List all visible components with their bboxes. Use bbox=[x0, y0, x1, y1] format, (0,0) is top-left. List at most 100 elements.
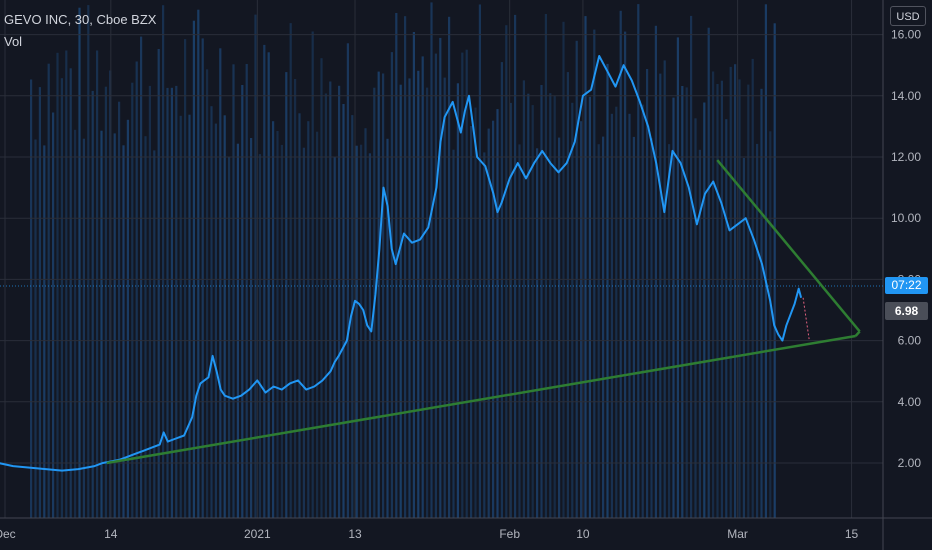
volume-bar bbox=[118, 101, 121, 518]
volume-bar bbox=[320, 58, 323, 518]
volume-bar bbox=[294, 79, 297, 518]
volume-bar bbox=[650, 138, 653, 518]
volume-bar bbox=[170, 87, 173, 519]
volume-bar bbox=[716, 84, 719, 518]
volume-bar bbox=[531, 105, 534, 518]
volume-bar bbox=[245, 64, 248, 518]
volume-bar bbox=[144, 136, 147, 518]
volume-bar bbox=[426, 87, 429, 518]
volume-bar bbox=[228, 156, 231, 518]
volume-bar bbox=[267, 52, 270, 519]
volume-bar bbox=[91, 90, 94, 519]
volume-bar bbox=[632, 136, 635, 518]
volume-bar bbox=[104, 86, 107, 518]
volume-bar bbox=[742, 158, 745, 518]
volume-bar bbox=[641, 104, 644, 518]
volume-bar bbox=[351, 115, 354, 518]
volume-bar bbox=[668, 144, 671, 518]
volume-bar bbox=[162, 5, 165, 518]
volume-bar bbox=[333, 156, 336, 518]
volume-bar bbox=[223, 115, 226, 519]
volume-bar bbox=[272, 121, 275, 518]
volume-bar bbox=[52, 112, 55, 518]
volume-bar bbox=[514, 14, 517, 519]
volume-bar bbox=[738, 79, 741, 519]
x-tick-label: 14 bbox=[104, 527, 118, 541]
volume-bar bbox=[751, 58, 754, 519]
volume-bar bbox=[487, 128, 490, 518]
y-tick-label: 6.00 bbox=[898, 334, 922, 348]
volume-bar bbox=[87, 5, 90, 519]
volume-bar bbox=[747, 84, 750, 518]
volume-bar bbox=[712, 71, 715, 518]
volume-bar bbox=[302, 147, 305, 518]
volume-bar bbox=[553, 95, 556, 518]
volume-bar bbox=[324, 93, 327, 518]
volume-bar bbox=[346, 43, 349, 519]
support-trendline bbox=[106, 334, 856, 465]
volume-bar bbox=[382, 73, 385, 518]
volume-bar bbox=[769, 131, 772, 519]
volume-bar bbox=[571, 102, 574, 519]
volume-bar bbox=[756, 143, 759, 518]
volume-bar bbox=[241, 85, 244, 518]
projection-pointer-line bbox=[802, 297, 810, 340]
volume-bar bbox=[377, 71, 380, 518]
volume-bar bbox=[474, 107, 477, 518]
volume-bar bbox=[439, 37, 442, 519]
volume-bar bbox=[703, 102, 706, 518]
volume-bar bbox=[65, 50, 68, 518]
y-tick-label: 14.00 bbox=[891, 89, 921, 103]
volume-bar bbox=[698, 149, 701, 519]
volume-bar bbox=[610, 113, 613, 519]
volume-bar bbox=[637, 4, 640, 519]
volume-bar bbox=[408, 78, 411, 519]
volume-bar bbox=[443, 77, 446, 518]
volume-bar bbox=[38, 87, 41, 518]
volume-bar bbox=[254, 14, 257, 518]
volume-bar bbox=[69, 68, 72, 519]
volume-bar bbox=[166, 87, 169, 519]
volume-bar bbox=[694, 118, 697, 519]
volume-bar bbox=[734, 64, 737, 518]
x-tick-label: 10 bbox=[576, 527, 590, 541]
volume-bar bbox=[179, 115, 182, 519]
volume-bar bbox=[47, 63, 50, 518]
volume-bar bbox=[448, 16, 451, 519]
volume-bar bbox=[580, 121, 583, 518]
volume-bar bbox=[615, 106, 618, 518]
volume-bar bbox=[562, 21, 565, 519]
volume-bar bbox=[214, 123, 217, 518]
volume-bar bbox=[619, 10, 622, 519]
volume-bar bbox=[197, 9, 200, 518]
volume-indicator-label[interactable]: Vol bbox=[4, 34, 23, 49]
volume-bar bbox=[386, 138, 389, 519]
volume-bar bbox=[100, 130, 103, 518]
volume-bar bbox=[30, 79, 33, 518]
volume-bar bbox=[34, 139, 37, 518]
volume-bar bbox=[602, 136, 605, 518]
volume-bar bbox=[672, 97, 675, 518]
volume-bar bbox=[56, 52, 59, 519]
volume-bar bbox=[690, 15, 693, 519]
volume-bar bbox=[549, 93, 552, 518]
volume-bar bbox=[483, 152, 486, 518]
volume-bar bbox=[685, 87, 688, 519]
volume-bar bbox=[236, 143, 239, 518]
y-tick-label: 16.00 bbox=[891, 28, 921, 42]
currency-button[interactable]: USD bbox=[890, 6, 926, 26]
volume-bar bbox=[175, 85, 178, 519]
volume-bar bbox=[522, 80, 525, 519]
volume-bar bbox=[465, 49, 468, 518]
x-tick-label: Mar bbox=[727, 527, 748, 541]
volume-bar bbox=[505, 25, 508, 518]
volume-bar bbox=[654, 25, 657, 519]
volume-bar bbox=[157, 49, 160, 518]
symbol-title[interactable]: GEVO INC, 30, Cboe BZX bbox=[4, 12, 157, 27]
volume-bar bbox=[122, 145, 125, 519]
y-tick-label: 12.00 bbox=[891, 150, 921, 164]
apex-connector-line bbox=[854, 330, 861, 337]
volume-bar bbox=[584, 16, 587, 518]
